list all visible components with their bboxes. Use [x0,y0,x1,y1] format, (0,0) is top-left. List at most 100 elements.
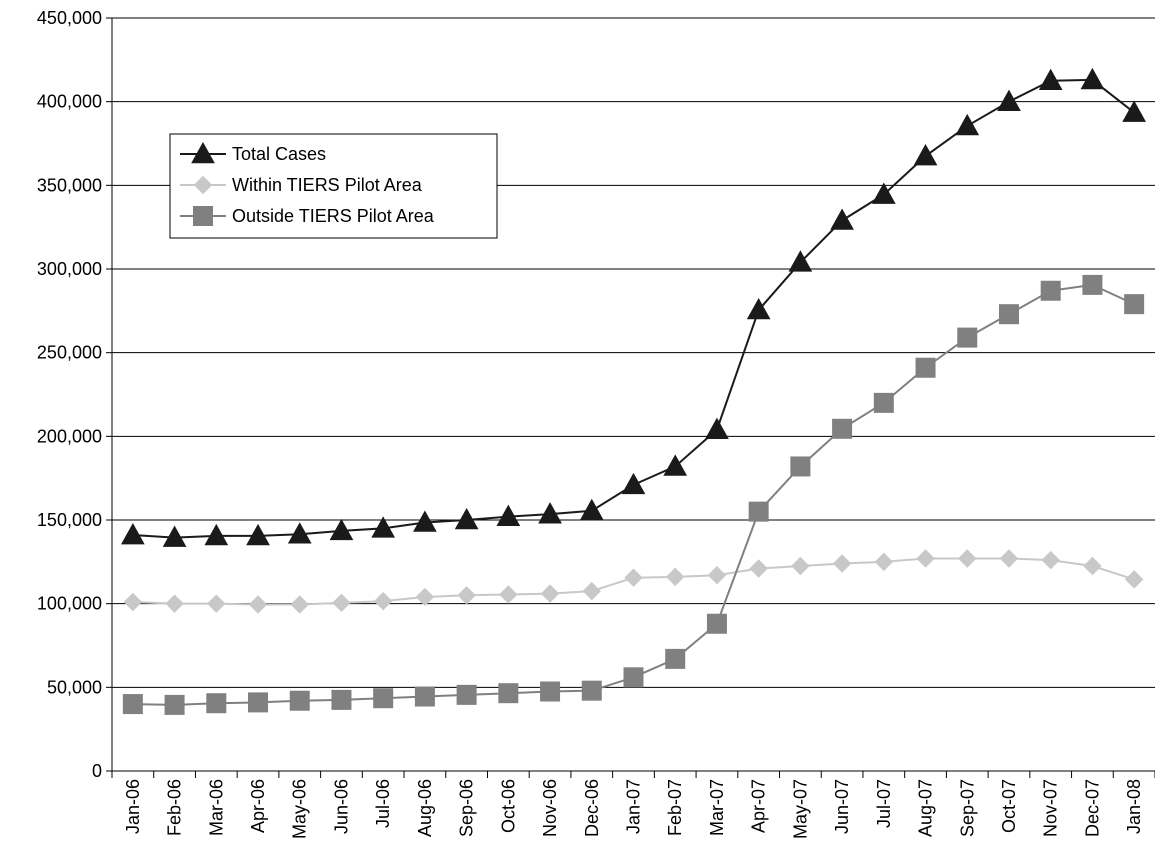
data-point [915,357,936,378]
y-tick-label: 350,000 [37,175,102,195]
data-point [705,417,729,439]
data-point [121,523,145,545]
data-point [289,690,310,711]
y-tick-label: 50,000 [47,677,102,697]
data-point [248,595,268,614]
data-point [123,592,143,612]
data-point [164,694,185,715]
x-tick-label: Aug-06 [415,779,435,837]
x-tick-label: Jan-08 [1124,779,1144,834]
data-point [290,595,309,614]
data-point [1080,67,1105,90]
data-point [624,568,643,587]
series-square [122,274,1145,715]
x-tick-label: May-06 [290,779,310,839]
data-point [1041,550,1060,570]
y-tick-label: 400,000 [37,92,102,112]
data-point [162,525,187,547]
data-point [1124,570,1144,589]
y-tick-label: 150,000 [37,510,102,530]
legend-label: Outside TIERS Pilot Area [232,206,435,226]
x-tick-label: Jul-07 [874,779,894,828]
data-point [999,549,1019,568]
data-point [832,554,852,573]
x-tick-label: Oct-06 [498,779,518,833]
y-tick-label: 100,000 [37,594,102,614]
x-tick-label: May-07 [790,779,810,839]
x-tick-label: Jun-07 [832,779,852,834]
x-tick-label: Dec-07 [1082,779,1102,837]
data-point [207,594,226,613]
data-point [955,113,980,136]
data-point [579,498,604,521]
x-tick-label: Oct-07 [999,779,1019,833]
x-tick-label: Apr-06 [248,779,268,833]
data-point [623,667,644,688]
x-tick-label: Jul-06 [373,779,393,828]
data-point [871,182,896,204]
data-point [749,559,768,578]
legend-label: Total Cases [232,144,326,164]
data-point [958,549,977,568]
y-tick-label: 300,000 [37,259,102,279]
legend-marker [193,206,213,226]
legend: Total Cases Within TIERS Pilot Area Outsid… [169,133,498,239]
x-tick-label: Sep-06 [457,779,477,837]
data-point [788,250,813,272]
data-point [1083,556,1102,576]
y-tick-label: 250,000 [37,343,102,363]
data-point [665,648,686,669]
data-point [1124,294,1145,315]
data-point [413,510,437,532]
data-point [540,681,561,702]
x-tick-label: Sep-07 [957,779,977,837]
series-triangle [121,67,1146,547]
x-tick-label: Dec-06 [582,779,602,837]
data-point [582,581,601,601]
data-point [332,593,351,613]
legend-label: Within TIERS Pilot Area [232,175,423,195]
data-point [1122,100,1146,122]
data-point [329,518,354,541]
series-layer [121,67,1146,715]
series-line [132,283,1135,706]
data-point [621,472,646,495]
data-point [913,144,938,166]
y-tick-label: 0 [92,761,102,781]
x-axis-ticks: Jan-06 Feb-06 Mar-06 Apr-06 May-06 Jun-06 Jul-… [111,771,1155,839]
series-diamond [123,549,1144,614]
x-tick-label: Mar-06 [206,779,226,836]
data-point [248,692,269,713]
x-tick-label: Aug-07 [916,779,936,837]
data-point [371,516,396,538]
data-point [454,507,479,530]
data-point [373,688,394,709]
data-point [707,566,727,585]
data-point [581,680,602,701]
data-point [414,686,435,707]
data-point [666,567,685,587]
x-tick-label: Apr-07 [749,779,769,833]
x-tick-label: Jan-07 [624,779,644,834]
data-point [287,522,312,544]
legend-marker [193,175,213,195]
legend-marker [191,141,215,164]
data-point [830,208,854,230]
data-point [748,501,769,522]
x-tick-label: Jun-06 [331,779,351,834]
data-point [373,591,393,611]
x-tick-label: Nov-07 [1041,779,1061,837]
data-point [538,502,562,524]
data-point [498,683,519,704]
data-point [791,556,810,576]
data-point [916,549,935,568]
y-tick-label: 450,000 [37,8,102,28]
data-point [206,693,227,714]
x-tick-label: Feb-07 [665,779,685,836]
data-point [790,456,811,477]
data-point [997,89,1021,111]
data-point [204,523,229,546]
data-point [165,594,184,613]
data-point [1038,68,1063,91]
